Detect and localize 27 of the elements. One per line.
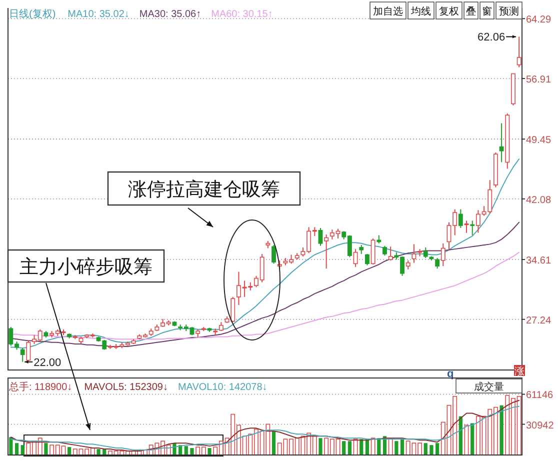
annotation: 均线 <box>410 6 431 18</box>
annotation: 预测 <box>499 6 519 18</box>
ytick-label: 27.24 <box>526 315 552 326</box>
legend: MA60: 30.15↑ <box>211 9 273 20</box>
title: 总手: 118900↓ <box>9 382 72 393</box>
annotation: 成交量 <box>474 381 504 393</box>
annotation: 22.00 <box>34 356 62 369</box>
annotation: 叠 <box>466 6 476 18</box>
ytick-label: 61146 <box>526 390 554 402</box>
annotation: 62.06 <box>478 32 506 44</box>
legend: MAVOL10: 142078↓ <box>178 382 268 393</box>
ytick-label: 34.61 <box>526 256 552 267</box>
ytick-label: 49.45 <box>526 135 552 146</box>
legend: MA10: 35.02↓ <box>68 9 130 20</box>
ytick-label: 30942 <box>526 420 554 432</box>
ytick-label: 56.91 <box>526 74 552 86</box>
annotation: 加自选 <box>373 6 403 18</box>
ytick-label: 64.29 <box>526 14 552 26</box>
legend: MAVOL5: 152309↓ <box>84 382 168 393</box>
annotation: 涨 <box>514 366 524 378</box>
ytick-label: 42.08 <box>526 194 552 206</box>
legend: MA30: 35.06↑ <box>139 9 202 20</box>
annotation: 窗 <box>482 6 492 18</box>
annotation: 涨停拉高建仓吸筹 <box>128 178 280 200</box>
title: 日线(复权) <box>9 9 56 20</box>
annotation: 复权 <box>439 6 459 18</box>
annotation: 主力小碎步吸筹 <box>20 256 152 278</box>
